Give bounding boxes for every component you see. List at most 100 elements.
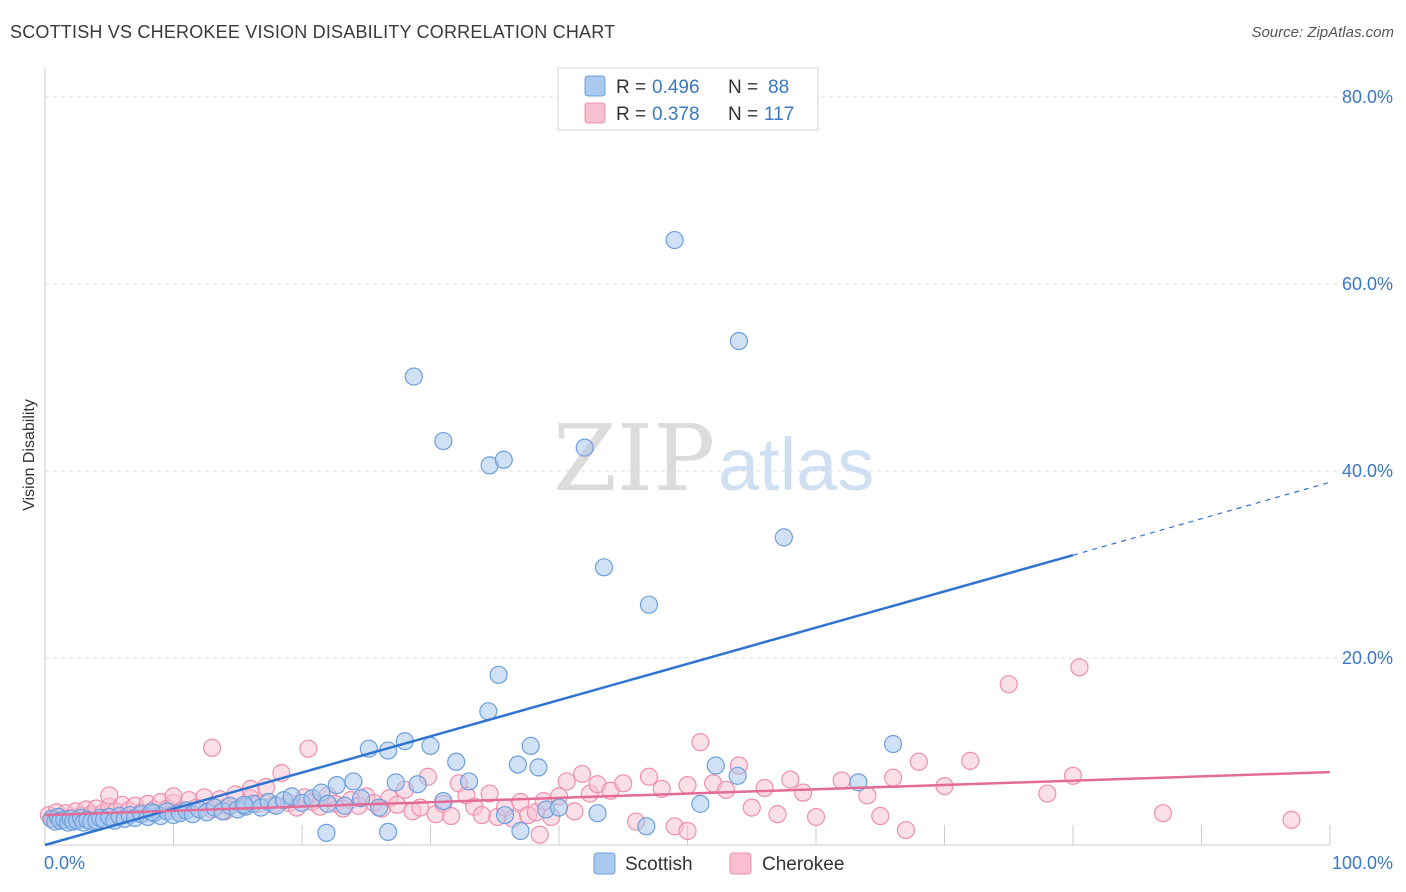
- legend-n-value-cherokee: 117: [764, 104, 794, 125]
- cherokee-point: [832, 771, 851, 790]
- cherokee-point: [614, 774, 633, 793]
- watermark-atlas: atlas: [718, 423, 874, 506]
- cherokee-point: [573, 764, 592, 784]
- legend-r-label: R =: [616, 104, 646, 125]
- cherokee-point: [999, 675, 1018, 694]
- cherokee-point: [691, 733, 710, 752]
- scottish-trend-extension: [1072, 481, 1331, 556]
- stats-legend: R = 0.496 N = 88 R = 0.378 N = 117: [557, 67, 819, 131]
- cherokee-point: [1038, 784, 1057, 803]
- scottish-point: [421, 736, 440, 755]
- scottish-point: [691, 794, 710, 813]
- scottish-point: [639, 595, 659, 614]
- legend-n-label: N =: [728, 77, 758, 98]
- cherokee-point: [441, 806, 461, 826]
- cherokee-point: [909, 752, 928, 771]
- cherokee-point: [896, 820, 916, 840]
- x-tick-label: 0.0%: [44, 853, 85, 873]
- scottish-point: [529, 758, 548, 777]
- cherokee-point: [742, 798, 761, 817]
- scottish-point: [352, 789, 371, 808]
- legend-n-value-scottish: 88: [768, 77, 789, 98]
- cherokee-point: [299, 739, 318, 758]
- watermark-zip: ZIP: [553, 405, 715, 512]
- trend-lines: [44, 481, 1331, 847]
- scottish-point: [447, 752, 466, 771]
- cherokee-point: [678, 821, 697, 841]
- y-axis-title: Vision Disability: [21, 399, 38, 511]
- cherokee-point: [100, 786, 119, 805]
- legend-r-label: R =: [616, 77, 646, 98]
- legend-label-cherokee: Cherokee: [762, 854, 844, 875]
- scottish-point: [508, 755, 527, 774]
- scottish-point: [344, 772, 363, 791]
- scottish-point: [637, 817, 656, 836]
- legend-swatch-cherokee: [729, 852, 752, 875]
- cherokee-point: [1070, 658, 1089, 677]
- source-label: Source: ZipAtlas.com: [1251, 24, 1394, 41]
- cherokee-point: [755, 778, 774, 798]
- legend-label-scottish: Scottish: [625, 854, 693, 875]
- y-tick-labels: 20.0% 40.0% 60.0% 80.0%: [1342, 87, 1393, 668]
- scottish-point: [459, 772, 479, 791]
- scottish-point: [370, 798, 389, 817]
- cherokee-point: [202, 738, 222, 757]
- legend-r-value-scottish: 0.496: [652, 77, 700, 98]
- scottish-point: [883, 734, 903, 754]
- scottish-trend-line: [44, 553, 1074, 847]
- legend-swatch-scottish: [593, 852, 616, 875]
- scottish-point: [378, 822, 398, 842]
- x-tick-label: 100.0%: [1332, 853, 1393, 873]
- x-tick-labels: 0.0% 100.0%: [44, 853, 1393, 873]
- scottish-point: [318, 794, 337, 813]
- scottish-point: [594, 558, 614, 577]
- scottish-point: [706, 756, 725, 775]
- scottish-point: [386, 773, 405, 792]
- cherokee-point: [794, 783, 813, 802]
- legend-swatch-scottish: [584, 75, 606, 97]
- scottish-point: [575, 438, 594, 457]
- cherokee-point: [387, 795, 407, 814]
- cherokee-point: [530, 825, 549, 844]
- scottish-point: [408, 775, 427, 794]
- legend-swatch-cherokee: [584, 102, 606, 124]
- cherokee-point: [1282, 810, 1301, 829]
- scottish-point: [729, 331, 749, 351]
- legend-r-value-cherokee: 0.378: [652, 104, 700, 125]
- cherokee-point: [565, 802, 584, 821]
- cherokee-point: [781, 770, 800, 789]
- y-tick-label: 80.0%: [1342, 87, 1393, 107]
- watermark: ZIP atlas: [553, 405, 874, 512]
- series-legend: Scottish Cherokee: [593, 852, 844, 875]
- scottish-point: [588, 804, 607, 823]
- scottish-point: [494, 450, 513, 469]
- cherokee-point: [871, 806, 890, 826]
- cherokee-point: [1153, 804, 1173, 823]
- axes-layer: [44, 68, 1331, 846]
- cherokee-trend-line: [44, 770, 1331, 817]
- cherokee-point: [678, 776, 697, 795]
- scottish-point: [774, 528, 793, 547]
- y-tick-label: 40.0%: [1342, 461, 1393, 481]
- scottish-point: [495, 805, 515, 825]
- scottish-point: [327, 776, 346, 795]
- cherokee-point: [639, 767, 659, 786]
- y-tick-label: 60.0%: [1342, 274, 1393, 294]
- cherokee-point: [557, 772, 576, 791]
- scottish-point: [404, 367, 423, 386]
- scottish-points: [42, 230, 903, 842]
- cherokee-point: [961, 751, 980, 770]
- scottish-point: [317, 823, 336, 842]
- scottish-point: [511, 821, 530, 841]
- scottish-point: [549, 798, 569, 817]
- cherokee-point: [883, 768, 903, 787]
- cherokee-point: [716, 780, 736, 799]
- cherokee-point: [480, 784, 499, 803]
- cherokee-point: [472, 805, 491, 825]
- y-tick-label: 20.0%: [1342, 648, 1393, 668]
- scottish-point: [665, 230, 684, 250]
- cherokee-point: [806, 807, 826, 827]
- scottish-point: [521, 736, 540, 755]
- scottish-point: [728, 766, 747, 785]
